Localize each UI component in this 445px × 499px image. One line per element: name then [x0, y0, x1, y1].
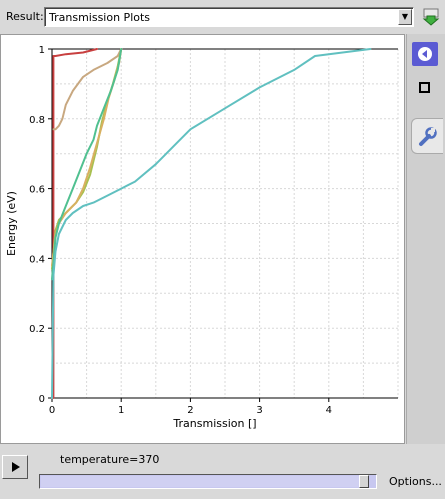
- y-axis-label: Energy (eV): [5, 191, 18, 256]
- square-icon[interactable]: [412, 76, 438, 100]
- x-tick-label: 1: [118, 405, 124, 416]
- y-tick-label: 0.4: [29, 254, 45, 265]
- animation-controls: temperature=370 Options...: [0, 444, 445, 499]
- side-panel: [406, 34, 445, 444]
- x-tick-label: 0: [49, 405, 55, 416]
- slider-label: temperature=370: [60, 453, 160, 466]
- series-line-5: [51, 48, 123, 281]
- temperature-slider[interactable]: [39, 474, 377, 489]
- y-tick-label: 1: [39, 45, 45, 56]
- slider-fill: [41, 476, 360, 487]
- y-tick-label: 0.8: [29, 115, 45, 126]
- result-select[interactable]: Transmission Plots ▼: [44, 7, 414, 27]
- series-line-2: [52, 48, 123, 131]
- y-tick-label: 0: [39, 394, 45, 405]
- wrench-icon[interactable]: [411, 118, 443, 154]
- transmission-plot: 0 1 2 3 4 0 0.2 0.4 0.6 0.8 1 Transmission [] Energy…: [5, 45, 399, 430]
- circle-arrow-left-icon[interactable]: [412, 42, 438, 66]
- series-line-6: [51, 48, 372, 399]
- download-icon[interactable]: [421, 7, 441, 27]
- x-tick-label: 2: [187, 405, 193, 416]
- result-label: Result:: [6, 10, 44, 23]
- x-tick-label: 3: [256, 405, 262, 416]
- x-tick-label: 4: [326, 405, 332, 416]
- plot-area[interactable]: 0 1 2 3 4 0 0.2 0.4 0.6 0.8 1 Transmission [] Energy…: [0, 34, 405, 444]
- series-line-1: [52, 48, 98, 399]
- y-tick-label: 0.2: [29, 324, 45, 335]
- options-button[interactable]: Options...: [389, 475, 442, 488]
- result-select-value: Transmission Plots: [49, 11, 151, 24]
- slider-thumb[interactable]: [359, 475, 369, 488]
- result-bar: Result: Transmission Plots ▼: [0, 0, 445, 34]
- play-icon[interactable]: [2, 455, 28, 479]
- x-axis-label: Transmission []: [172, 417, 256, 430]
- chevron-down-icon[interactable]: ▼: [398, 9, 412, 25]
- y-tick-label: 0.6: [29, 185, 45, 196]
